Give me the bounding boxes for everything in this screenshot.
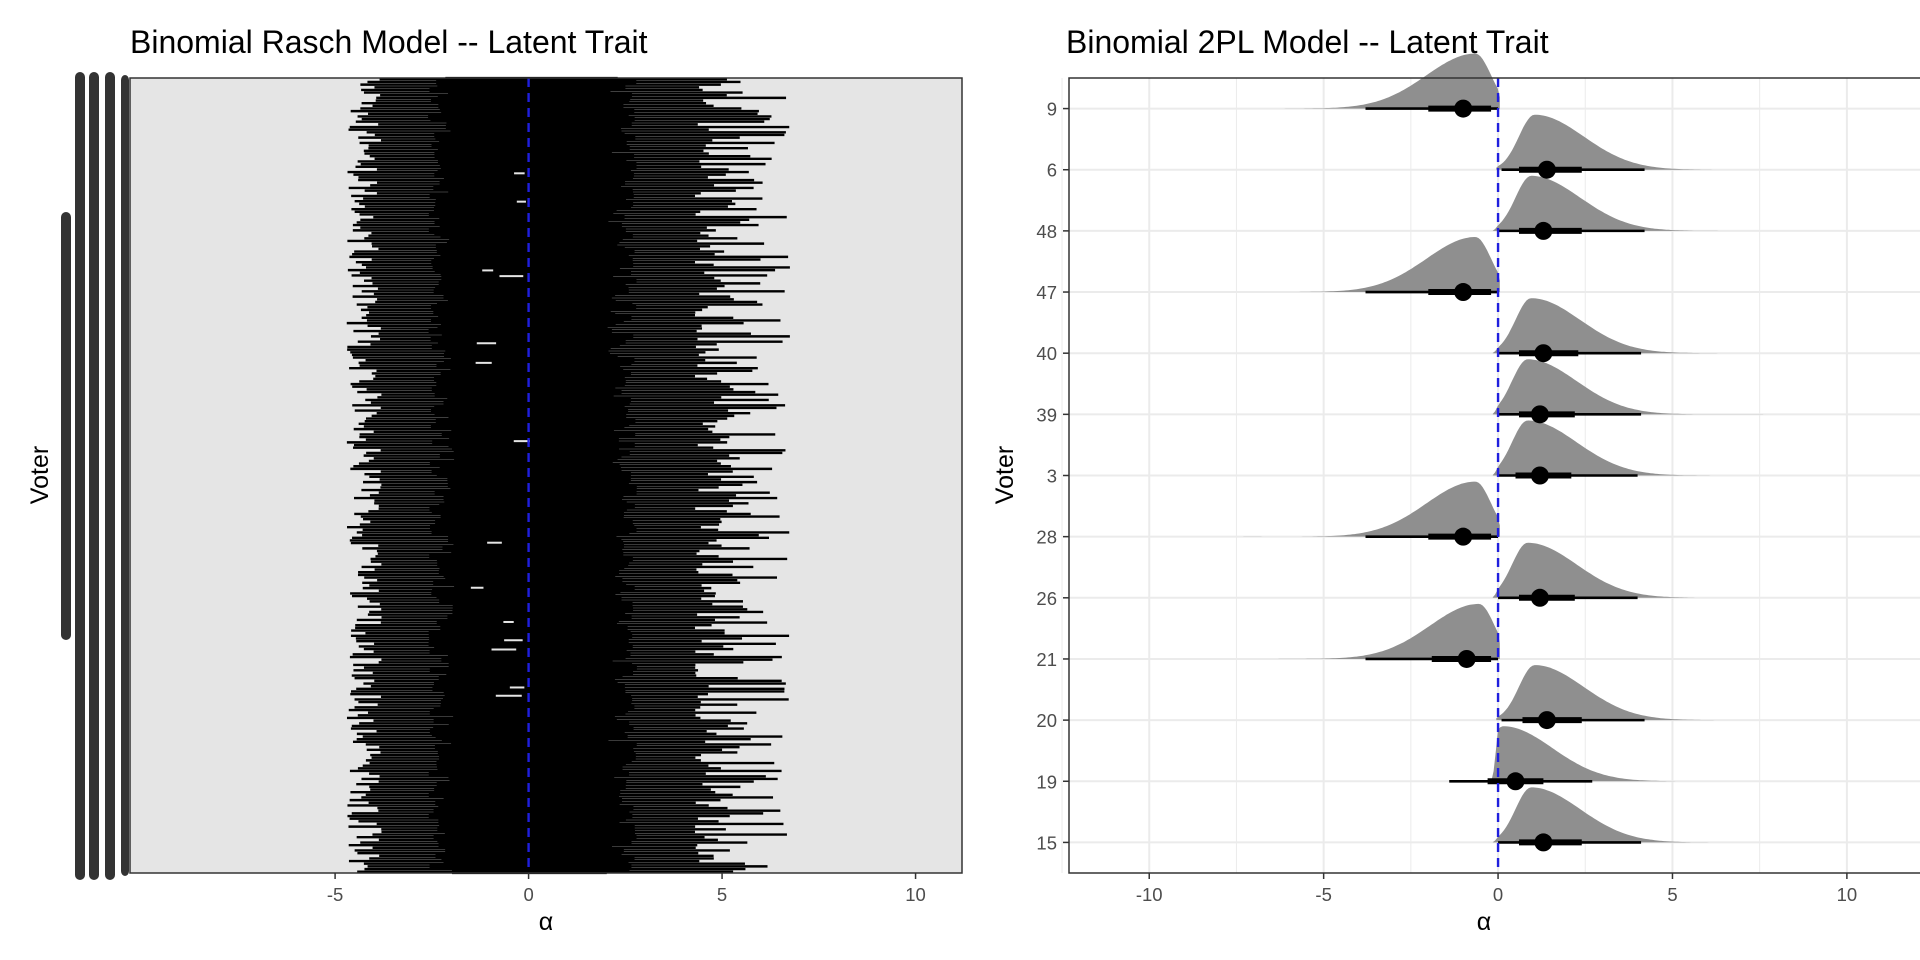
point-estimate (1537, 711, 1556, 730)
point-estimate (1506, 772, 1525, 791)
posterior-density (1243, 53, 1500, 109)
point-estimate (1530, 466, 1549, 485)
point-estimate (1534, 833, 1553, 852)
y-tick-label: 28 (1036, 527, 1057, 548)
voter-label-overplot (105, 72, 115, 880)
posterior-density (1243, 481, 1500, 537)
point-estimate (1457, 649, 1476, 668)
x-tick-label: -10 (1136, 884, 1163, 905)
rasch-x-axis: -5 0 5 10 (327, 873, 926, 905)
twopl-y-axis: 15 19 20 21 26 28 3 39 40 47 48 6 9 (1036, 99, 1069, 853)
point-estimate (1454, 527, 1473, 546)
voter-label-overplot (89, 72, 99, 880)
y-tick-label: 15 (1036, 832, 1057, 853)
y-tick-label: 47 (1036, 282, 1057, 303)
posterior-density (1496, 114, 1767, 170)
posterior-density (1243, 237, 1500, 293)
twopl-panel: Binomial 2PL Model -- Latent Trait 15 19 2… (991, 24, 1920, 936)
y-tick-label: 9 (1047, 99, 1057, 120)
point-estimate (1534, 221, 1553, 240)
twopl-title: Binomial 2PL Model -- Latent Trait (1066, 24, 1549, 60)
y-tick-label: 40 (1036, 343, 1057, 364)
point-estimate (1534, 344, 1553, 363)
twopl-y-axis-label: Voter (991, 446, 1019, 504)
rasch-title: Binomial Rasch Model -- Latent Trait (130, 24, 648, 60)
x-tick-label: -5 (1315, 884, 1331, 905)
point-estimate (1454, 99, 1473, 118)
point-estimate (1530, 405, 1549, 424)
y-tick-label: 19 (1036, 771, 1057, 792)
posterior-density (1492, 175, 1767, 231)
twopl-x-axis: -10 -5 0 5 10 (1136, 873, 1857, 905)
rasch-interval-marks (129, 76, 963, 875)
x-tick-label: 0 (523, 884, 533, 905)
point-estimate (1454, 283, 1473, 302)
posterior-density (1492, 542, 1760, 598)
rasch-panel: Binomial Rasch Model -- Latent Trait -5 0… (26, 24, 963, 936)
x-tick-label: 0 (1493, 884, 1503, 905)
twopl-density-marks (1243, 53, 1767, 873)
posterior-density (1496, 665, 1767, 721)
y-tick-label: 20 (1036, 710, 1057, 731)
posterior-density (1243, 603, 1500, 659)
voter-label-overplot (121, 75, 129, 876)
y-tick-label: 48 (1036, 221, 1057, 242)
posterior-density (1492, 420, 1760, 476)
y-tick-label: 26 (1036, 588, 1057, 609)
x-tick-label: 5 (717, 884, 727, 905)
voter-label-overplot (75, 72, 85, 880)
y-tick-label: 6 (1047, 160, 1057, 181)
rasch-plot-border (129, 77, 963, 874)
voter-label-overplot (61, 212, 71, 640)
posterior-density (1492, 359, 1764, 415)
posterior-density (1443, 726, 1715, 782)
point-estimate (1530, 588, 1549, 607)
y-tick-label: 21 (1036, 649, 1057, 670)
rasch-y-axis-label: Voter (26, 446, 54, 504)
posterior-density (1492, 298, 1764, 354)
x-tick-label: 10 (905, 884, 926, 905)
x-tick-label: -5 (327, 884, 343, 905)
rasch-voter-tick-labels (61, 72, 129, 880)
y-tick-label: 3 (1047, 466, 1057, 487)
point-estimate (1537, 160, 1556, 179)
x-tick-label: 5 (1667, 884, 1677, 905)
rasch-x-axis-label: α (539, 908, 553, 936)
twopl-x-axis-label: α (1477, 908, 1491, 936)
x-tick-label: 10 (1837, 884, 1858, 905)
y-tick-label: 39 (1036, 404, 1057, 425)
posterior-density (1492, 787, 1764, 843)
